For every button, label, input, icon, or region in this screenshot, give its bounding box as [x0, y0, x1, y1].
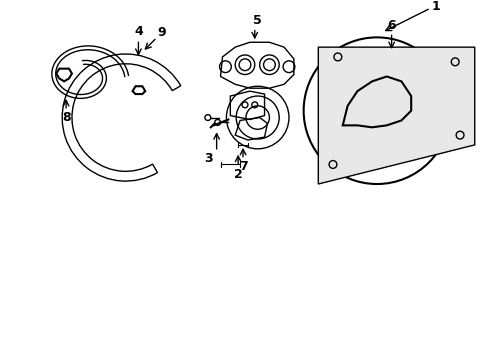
Text: 8: 8	[61, 111, 70, 124]
Polygon shape	[318, 47, 474, 184]
Text: 2: 2	[233, 168, 242, 181]
Text: 3: 3	[204, 152, 213, 165]
Text: 5: 5	[253, 14, 262, 27]
Text: 4: 4	[134, 25, 142, 38]
Text: 6: 6	[386, 19, 395, 32]
Text: 9: 9	[157, 26, 166, 39]
Text: 7: 7	[238, 160, 247, 173]
Text: 1: 1	[430, 0, 439, 13]
